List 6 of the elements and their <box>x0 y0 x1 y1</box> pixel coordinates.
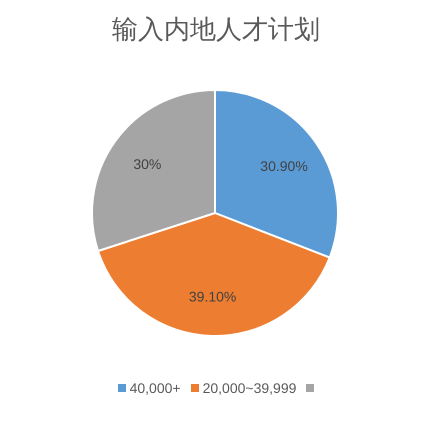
data-label: 30% <box>133 156 162 172</box>
chart-title: 输入内地人才计划 <box>111 14 321 47</box>
data-label: 39.10% <box>188 288 236 305</box>
data-label: 30.90% <box>260 158 308 174</box>
legend-label: 40,000+ <box>130 380 181 396</box>
legend-label: 20,000~39,999 <box>202 380 296 396</box>
